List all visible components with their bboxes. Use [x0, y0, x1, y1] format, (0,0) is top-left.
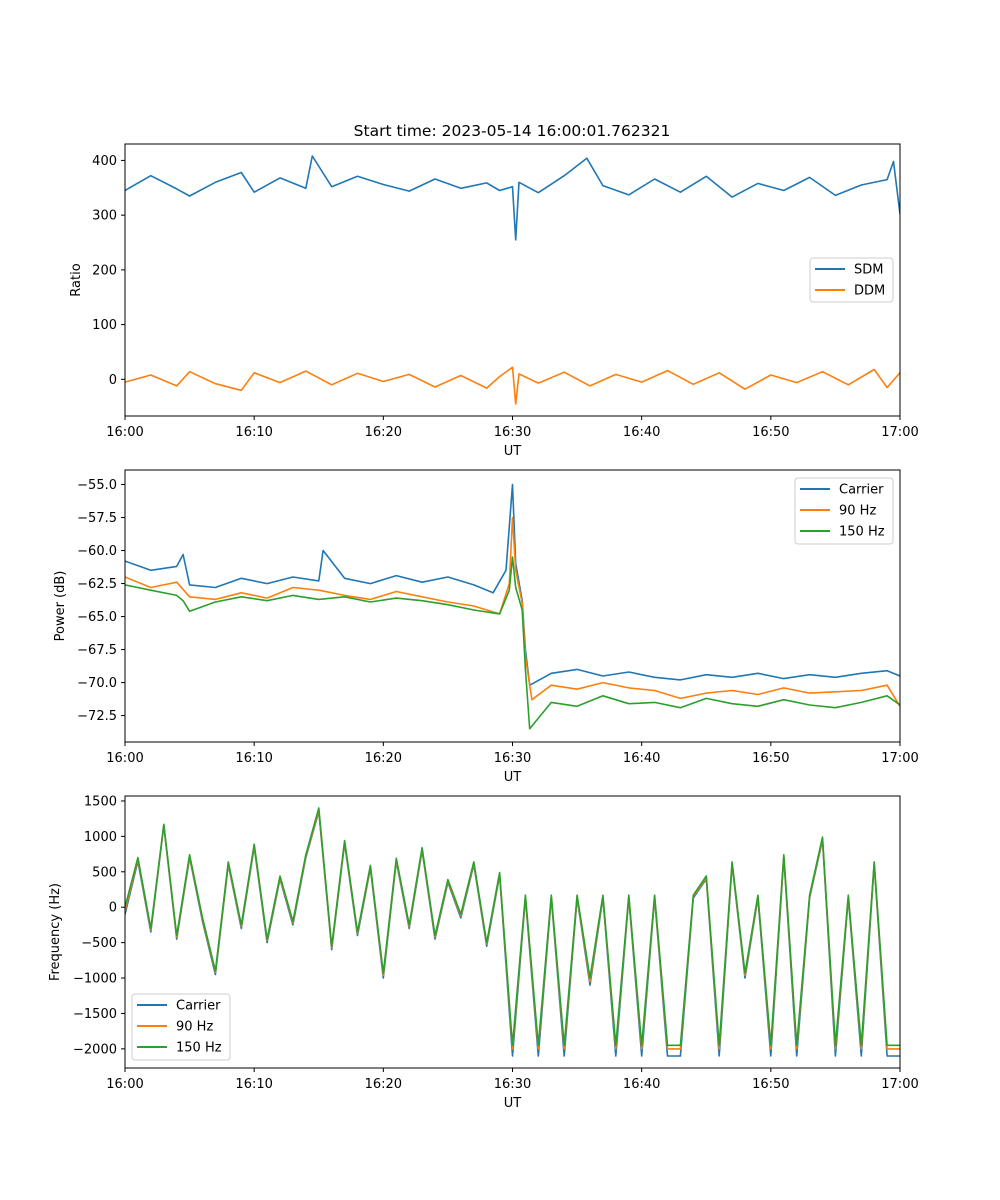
x-axis-label: UT	[504, 770, 522, 785]
y-tick-label: 100	[92, 318, 117, 333]
y-tick-label: 0	[109, 901, 117, 916]
chart-panel-3: 16:00 16:10 16:20 16:30 16:40 16:50 17:00 UT 150…	[48, 794, 919, 1111]
y-tick-label: −57.5	[77, 511, 117, 526]
y-tick-label: −67.5	[77, 643, 117, 658]
x-axis-label: UT	[504, 444, 522, 459]
series-line-150-hz	[125, 807, 900, 1047]
x-tick-label: 17:00	[881, 425, 918, 440]
chart-panel-1: 16:00 16:10 16:20 16:30 16:40 16:50 17:00 UT 0 10…	[69, 143, 919, 459]
y-tick-label: 0	[109, 373, 117, 388]
x-axis-label: UT	[504, 1096, 522, 1111]
y-tick-label: 300	[92, 209, 117, 224]
legend: SDM DDM	[809, 257, 894, 303]
y-tick-label: 400	[92, 154, 117, 169]
y-tick-label: −62.5	[77, 577, 117, 592]
legend: Carrier 90 Hz 150 Hz	[794, 477, 894, 545]
x-tick-label: 17:00	[881, 1077, 918, 1092]
y-tick-label: 1500	[84, 794, 117, 809]
chart-panels: 16:00 16:10 16:20 16:30 16:40 16:50 17:00 UT 0 10…	[48, 143, 919, 1111]
series-line-150-hz	[125, 556, 900, 730]
x-tick-label: 16:00	[106, 751, 143, 766]
legend-label: 150 Hz	[176, 1041, 222, 1056]
legend-box	[131, 993, 231, 1061]
x-tick-label: 16:10	[235, 425, 272, 440]
y-tick-label: −60.0	[77, 544, 117, 559]
legend-box	[794, 477, 894, 545]
y-tick-label: −1000	[73, 972, 117, 987]
legend-label: 150 Hz	[839, 525, 885, 540]
x-tick-label: 16:00	[106, 425, 143, 440]
legend-label: 90 Hz	[176, 1020, 213, 1035]
x-tick-label: 16:50	[752, 751, 789, 766]
x-tick-label: 16:50	[752, 425, 789, 440]
x-tick-label: 16:40	[623, 751, 660, 766]
legend-label: Carrier	[176, 999, 221, 1014]
legend: Carrier 90 Hz 150 Hz	[131, 993, 231, 1061]
x-tick-label: 16:40	[623, 1077, 660, 1092]
figure-title: Start time: 2023-05-14 16:00:01.762321	[354, 122, 671, 140]
series-group	[125, 155, 900, 405]
y-tick-label: 1000	[84, 830, 117, 845]
series-line-sdm	[125, 155, 900, 241]
x-tick-label: 16:30	[494, 425, 531, 440]
x-tick-label: 16:10	[235, 751, 272, 766]
legend-label: 90 Hz	[839, 504, 876, 519]
x-tick-label: 17:00	[881, 751, 918, 766]
legend-label: Carrier	[839, 483, 884, 498]
y-tick-label: −500	[81, 936, 117, 951]
series-line-90-hz	[125, 516, 900, 707]
series-group	[125, 807, 900, 1057]
legend-label: DDM	[854, 284, 885, 299]
x-tick-label: 16:10	[235, 1077, 272, 1092]
y-tick-label: −55.0	[77, 478, 117, 493]
series-line-carrier	[125, 483, 900, 687]
x-tick-label: 16:20	[365, 751, 402, 766]
x-tick-label: 16:30	[494, 751, 531, 766]
x-tick-label: 16:40	[623, 425, 660, 440]
series-group	[125, 483, 900, 730]
x-tick-label: 16:50	[752, 1077, 789, 1092]
y-tick-label: −65.0	[77, 610, 117, 625]
y-tick-label: −72.5	[77, 709, 117, 724]
y-axis-label: Frequency (Hz)	[48, 883, 63, 981]
series-line-ddm	[125, 366, 900, 405]
x-tick-label: 16:30	[494, 1077, 531, 1092]
y-axis-label: Power (dB)	[53, 571, 68, 642]
legend-label: SDM	[854, 263, 883, 278]
y-tick-label: −70.0	[77, 676, 117, 691]
x-tick-label: 16:20	[365, 425, 402, 440]
y-tick-label: −2000	[73, 1042, 117, 1057]
y-axis-label: Ratio	[69, 263, 84, 296]
chart-panel-2: 16:00 16:10 16:20 16:30 16:40 16:50 17:00 UT −55…	[53, 469, 919, 785]
y-tick-label: 500	[92, 865, 117, 880]
y-tick-label: −1500	[73, 1007, 117, 1022]
y-tick-label: 200	[92, 263, 117, 278]
x-tick-label: 16:20	[365, 1077, 402, 1092]
x-tick-label: 16:00	[106, 1077, 143, 1092]
